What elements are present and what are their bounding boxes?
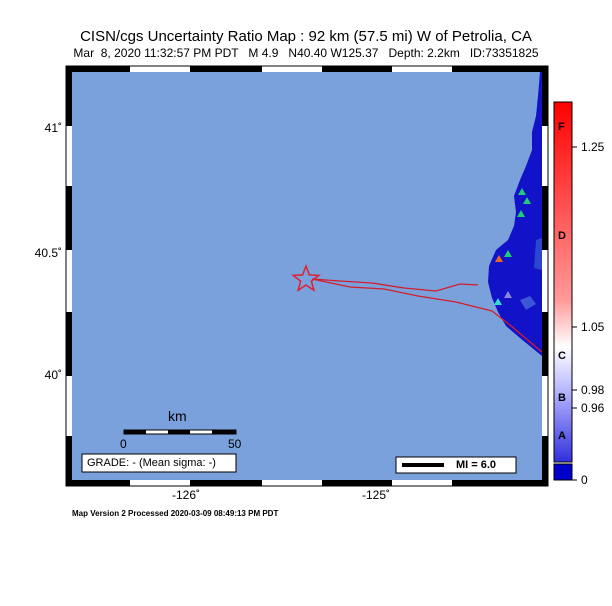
lat-label: 41˚ [44,121,62,135]
lon-label: -126˚ [171,488,200,502]
map-title: CISN/cgs Uncertainty Ratio Map : 92 km (… [80,28,532,45]
land-area [488,72,542,480]
scale-bar [123,429,237,435]
colorbar-letter: F [558,121,565,133]
colorbar [553,101,573,463]
colorbar-tick: 1.25 [581,140,605,154]
grade-box [81,453,237,473]
mi-legend-label: MI = 6.0 [456,459,497,471]
scale-end: 50 [228,437,242,451]
event-details: Mar 8, 2020 11:32:57 PM PDT M 4.9 N40.40… [73,46,539,60]
colorbar-tick: 0 [581,473,588,487]
colorbar-letter: A [558,430,566,442]
processing-footer: Map Version 2 Processed 2020-03-09 08:49… [72,509,279,518]
scale-start: 0 [120,437,127,451]
colorbar-letter: C [558,350,566,362]
star-icon [291,263,321,293]
ocean-area [72,72,542,480]
lat-label: 40˚ [44,368,62,382]
fault-lines [311,278,543,353]
lat-label: 40.5˚ [34,246,62,260]
station-markers [494,188,531,305]
colorbar-tick: 1.05 [581,320,605,334]
colorbar-tick: 0.96 [581,401,605,415]
colorbar-low-swatch [553,463,573,481]
colorbar-tick: 0.98 [581,383,605,397]
colorbar-letter: B [558,392,566,404]
colorbar-letter: D [558,230,566,242]
mi-legend-box [395,456,517,474]
lon-label: -125˚ [361,488,390,502]
grade-label: GRADE: - (Mean sigma: -) [87,457,216,469]
scale-unit: km [168,408,187,424]
